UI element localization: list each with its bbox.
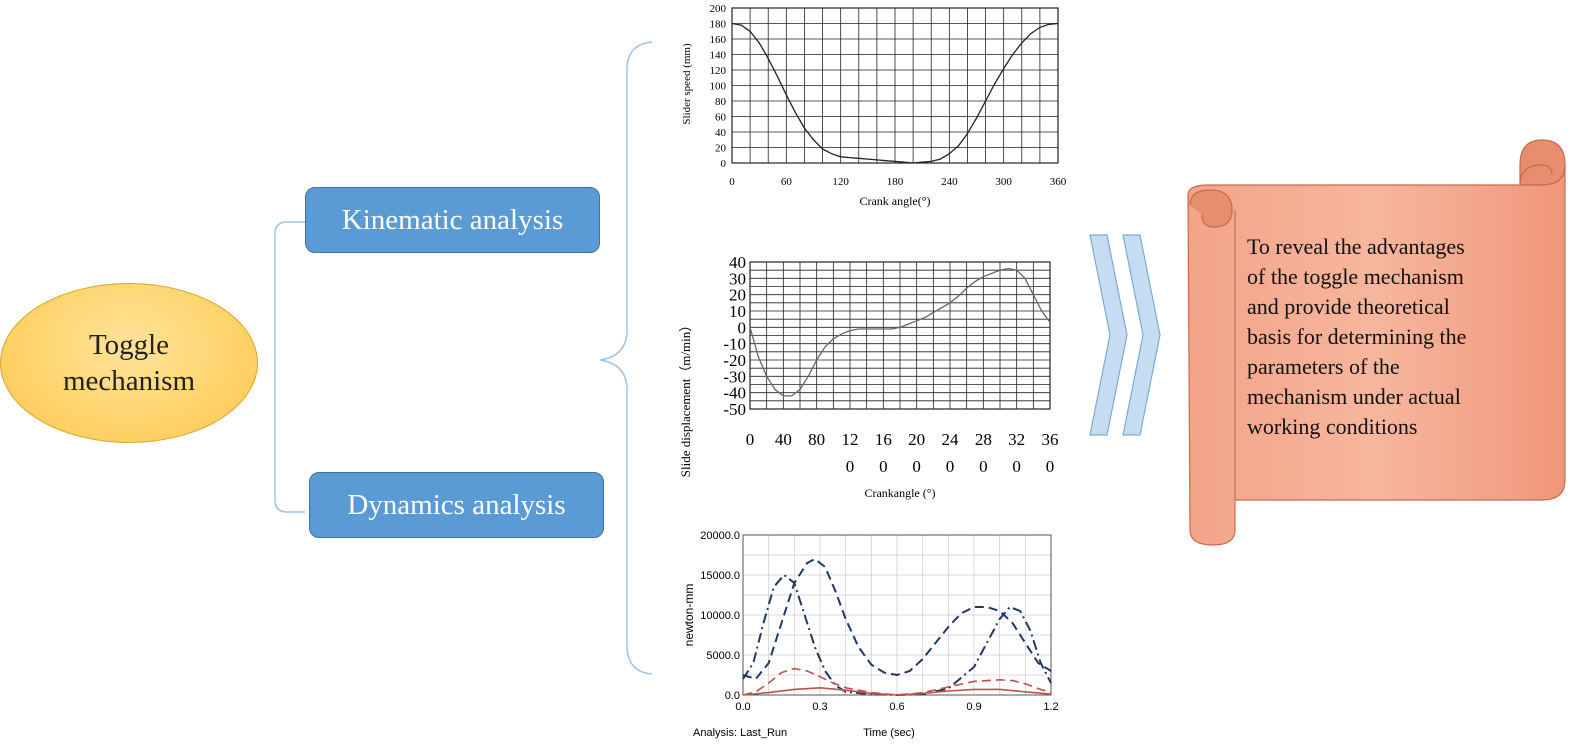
chart3-series-2 xyxy=(742,667,1052,696)
root-line-1: Toggle xyxy=(88,329,170,361)
chart2-ytick: 30 xyxy=(729,269,746,288)
chart2-xtick: 20 xyxy=(908,430,925,449)
chart1-xlabel: Crank angle(°) xyxy=(859,194,930,208)
chart1-ytick: 60 xyxy=(715,112,727,124)
conclusion-line: parameters of the xyxy=(1247,354,1400,379)
chart2-xtick: 36 xyxy=(1042,430,1059,449)
chart1-xtick: 240 xyxy=(941,176,958,188)
chart1-ytick: 40 xyxy=(715,127,727,139)
chart1-ytick: 200 xyxy=(710,3,727,15)
chart2-xtick: 12 xyxy=(842,430,859,449)
curly-brace xyxy=(599,41,653,675)
chart1-xtick: 60 xyxy=(781,176,793,188)
chart2-xtick: 32 xyxy=(1008,430,1025,449)
chart3-ytick: 5000.0 xyxy=(706,650,740,662)
chart3-series-3 xyxy=(742,686,1052,696)
chart3-xtick: 0.3 xyxy=(812,701,827,713)
chart1-grid xyxy=(731,7,1059,164)
chart2-grid xyxy=(749,261,1051,410)
chart3-xtick: 0.6 xyxy=(889,701,904,713)
chart1-xtick: 0 xyxy=(729,176,735,188)
chart2-ytick: -40 xyxy=(723,384,746,403)
root-line-2: mechanism xyxy=(62,365,196,397)
kinematic-analysis-label: Kinematic analysis xyxy=(341,203,564,236)
chart3-ytick: 10000.0 xyxy=(700,610,740,622)
chart2-ytick: -30 xyxy=(723,367,746,386)
chart2-ylabel: Slide displacement（m/min） xyxy=(678,319,693,478)
chart1-xtick: 180 xyxy=(887,176,904,188)
chart2-xtick: 28 xyxy=(975,430,992,449)
chart2-xtick-cont: 0 xyxy=(912,457,921,476)
chart2-xtick: 0 xyxy=(746,430,755,449)
chart3-ytick: 20000.0 xyxy=(700,530,740,542)
chart3-ytick: 0.0 xyxy=(725,690,740,702)
chart2-series-line xyxy=(749,267,1051,397)
dynamics-analysis-box: Dynamics analysis xyxy=(309,472,604,538)
chart2-ytick: 40 xyxy=(729,253,746,272)
chart3-xtick: 0.9 xyxy=(966,701,981,713)
torque-chart: 0.0 5000.0 10000.0 15000.0 20000.0 0.0 0.3 0.6 0… xyxy=(675,525,1075,744)
chart1-xtick: 300 xyxy=(995,176,1012,188)
chart2-xtick-cont: 0 xyxy=(879,457,888,476)
kinematic-analysis-box: Kinematic analysis xyxy=(305,187,600,253)
chart2-xtick: 40 xyxy=(775,430,792,449)
chart1-xtick: 360 xyxy=(1050,176,1067,188)
chart1-ylabel: Slider speed (mm) xyxy=(681,43,693,125)
chart2-xtick-cont: 0 xyxy=(846,457,855,476)
chart3-xtick: 1.2 xyxy=(1043,701,1058,713)
chart2-ytick: 10 xyxy=(729,302,746,321)
chart2-xlabel: Crankangle (°) xyxy=(864,486,935,500)
chart1-ytick: 140 xyxy=(710,50,727,62)
chart1-ytick: 20 xyxy=(715,143,727,155)
chart3-ylabel: newton-mm xyxy=(682,584,696,647)
conclusion-line: working conditions xyxy=(1247,414,1418,439)
chart1-ytick: 120 xyxy=(710,65,727,77)
chart2-xtick: 16 xyxy=(875,430,892,449)
chart2-ytick: 20 xyxy=(729,286,746,305)
conclusion-line: basis for determining the xyxy=(1247,324,1467,349)
chart2-ytick: -50 xyxy=(723,400,746,419)
root-bracket xyxy=(274,221,305,513)
chart2-ytick: 0 xyxy=(738,318,747,337)
conclusion-text: To reveal the advantages of the toggle m… xyxy=(1247,232,1547,442)
chart3-xtick: 0.0 xyxy=(735,701,750,713)
chart2-ytick: -20 xyxy=(723,351,746,370)
conclusion-line: and provide theoretical xyxy=(1247,294,1450,319)
conclusion-line: mechanism under actual xyxy=(1247,384,1461,409)
chart2-xtick: 24 xyxy=(942,430,960,449)
chart1-series-line xyxy=(731,22,1059,164)
chart1-ytick: 100 xyxy=(710,81,727,93)
chart2-xtick-cont: 0 xyxy=(1012,457,1021,476)
chart1-ytick: 180 xyxy=(710,19,727,31)
conclusion-line: To reveal the advantages xyxy=(1247,234,1465,259)
chart2-ytick: -10 xyxy=(723,335,746,354)
chart3-footer: Analysis: Last_Run xyxy=(693,727,787,739)
chart2-xtick-cont: 0 xyxy=(946,457,955,476)
chart3-ytick: 15000.0 xyxy=(700,570,740,582)
toggle-mechanism-node: Toggle mechanism xyxy=(0,283,258,443)
double-chevron-arrow-icon xyxy=(1089,234,1161,436)
chart1-ytick: 160 xyxy=(710,34,727,46)
chart1-ytick: 80 xyxy=(715,96,727,108)
chart2-xtick: 80 xyxy=(808,430,825,449)
slider-speed-chart: 0 20 40 60 80 100 120 140 160 180 200 0 60 120 180 240 3… xyxy=(670,0,1070,215)
chart1-ytick: 0 xyxy=(721,158,727,170)
scroll-shape-icon xyxy=(1187,139,1566,546)
chart1-xtick: 120 xyxy=(832,176,849,188)
chart2-xtick-cont: 0 xyxy=(979,457,988,476)
chart3-xlabel: Time (sec) xyxy=(863,727,915,739)
dynamics-analysis-label: Dynamics analysis xyxy=(347,488,566,521)
chart2-xtick-cont: 0 xyxy=(1046,457,1055,476)
conclusion-line: of the toggle mechanism xyxy=(1247,264,1464,289)
